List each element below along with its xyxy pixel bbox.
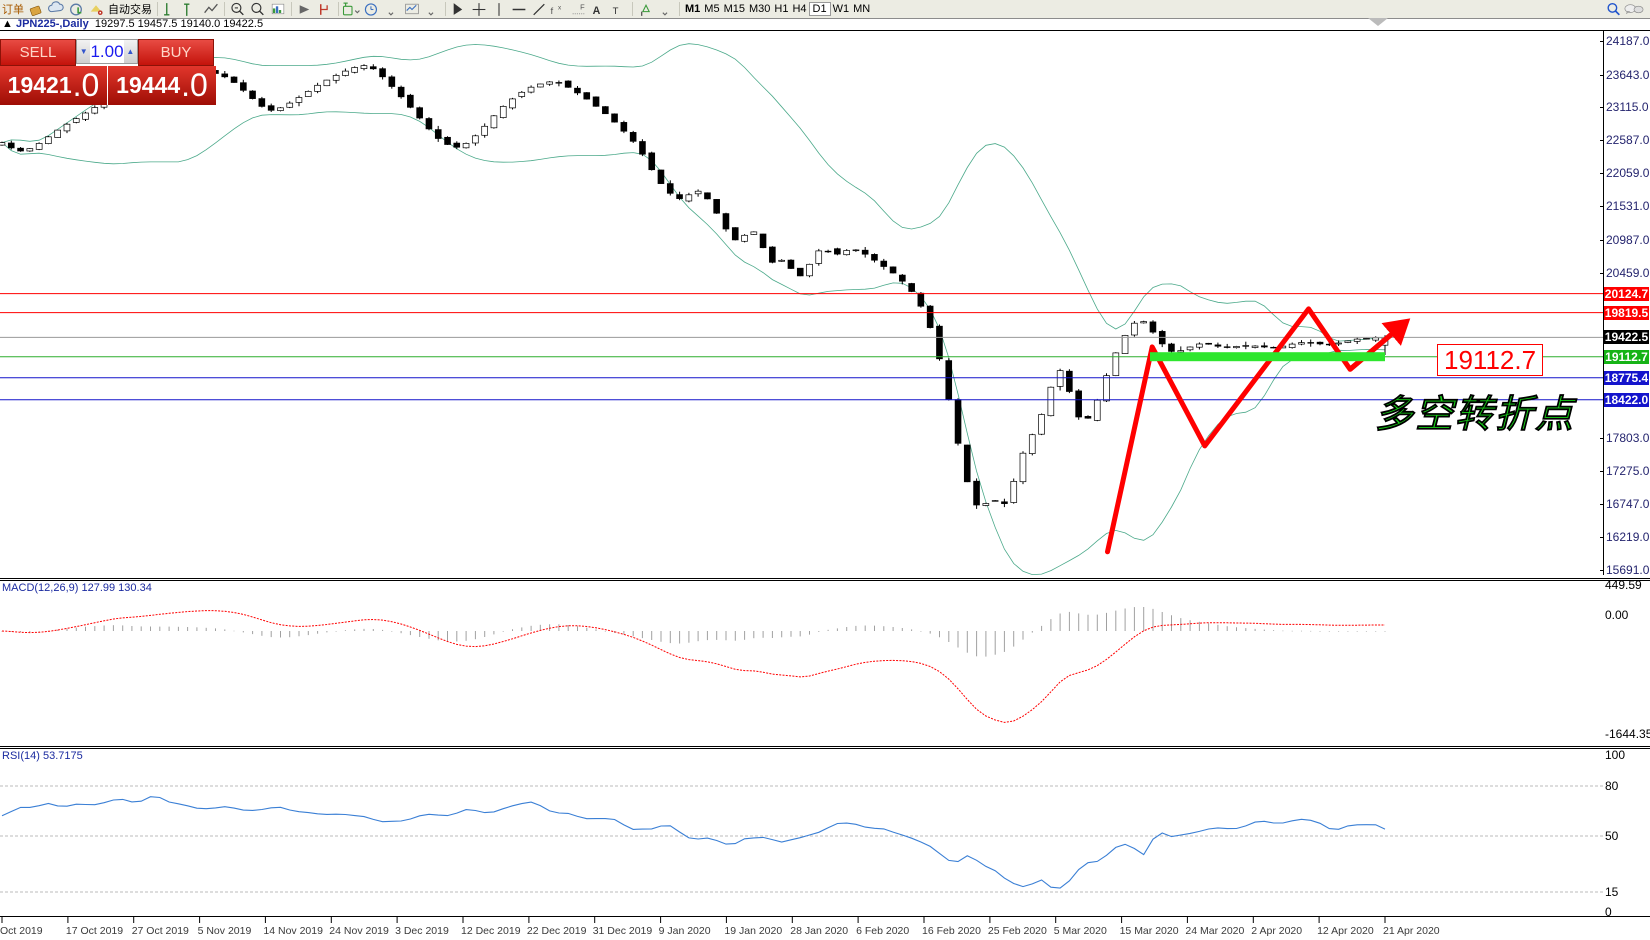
svg-text:x: x — [558, 4, 562, 11]
svg-text:f: f — [551, 5, 554, 16]
svg-text:A: A — [593, 4, 601, 16]
svg-text:RSI(14) 53.7175: RSI(14) 53.7175 — [2, 750, 83, 762]
svg-text:T: T — [613, 5, 619, 16]
svg-text:MACD(12,26,9) 127.99 130.34: MACD(12,26,9) 127.99 130.34 — [2, 582, 152, 594]
svg-text:F: F — [580, 2, 585, 11]
